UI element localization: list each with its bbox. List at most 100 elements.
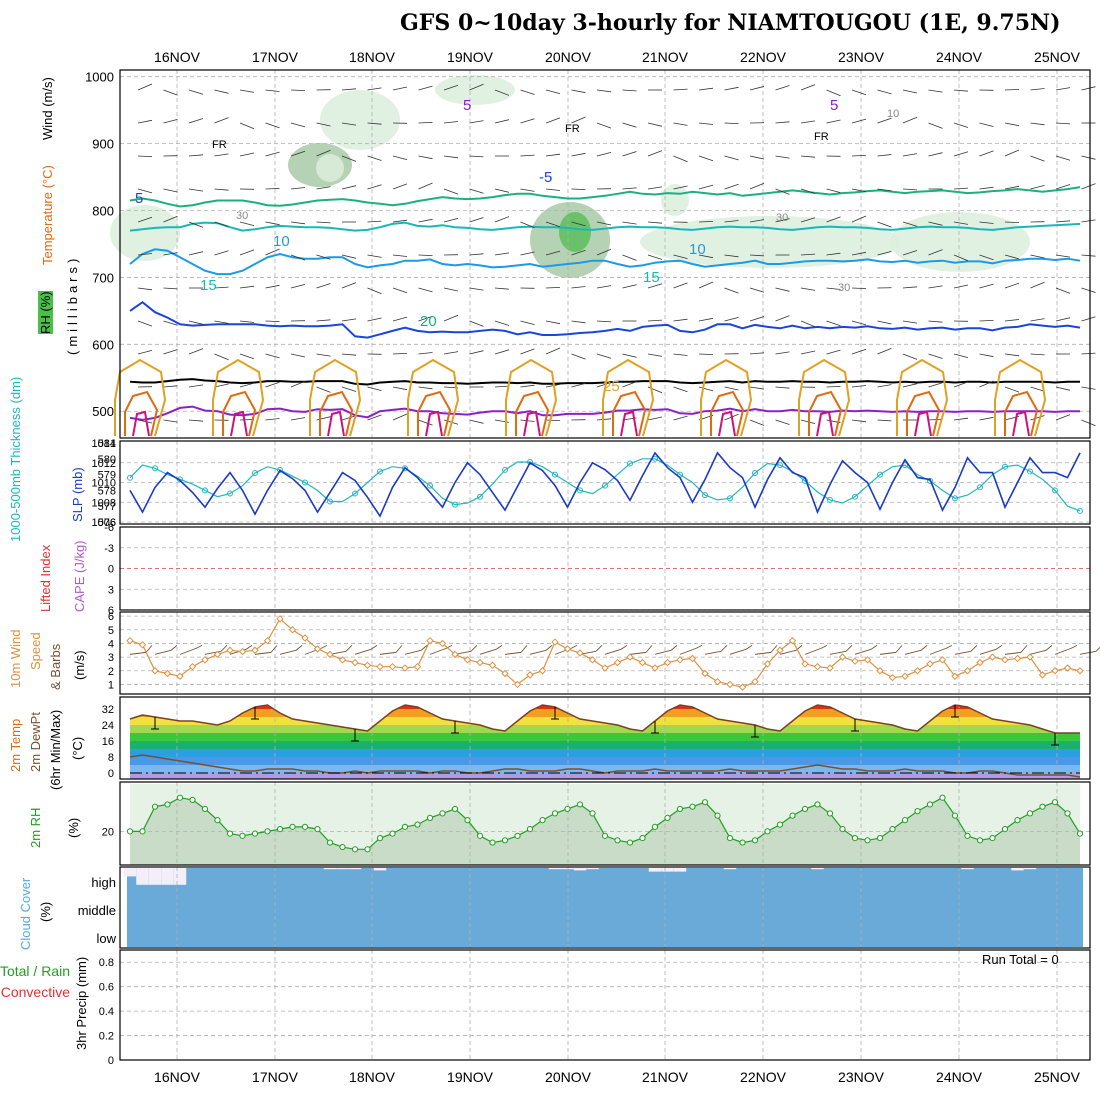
- panel-frames: [119, 69, 1091, 1061]
- thickness-line: [129, 458, 1081, 512]
- wind-barb: [698, 386, 714, 392]
- wind-speed-point: [951, 672, 959, 680]
- panel-frame: [119, 696, 1091, 780]
- wind-barb: [520, 320, 535, 325]
- wind-barb: [494, 287, 510, 290]
- rh-shading: [559, 212, 591, 252]
- wind-barb: [877, 221, 892, 228]
- date-label-bottom: 21NOV: [642, 1069, 689, 1085]
- wind-barb: [290, 417, 306, 421]
- wind-speed-point: [976, 658, 984, 667]
- wind-speed-point: [988, 653, 997, 661]
- temp-contour-10: [129, 248, 1081, 276]
- wind-barb: [622, 353, 637, 358]
- wind-barb: [673, 415, 688, 421]
- wind-barb: [698, 184, 714, 190]
- wind-barb: [647, 186, 663, 190]
- temp-tick: 24: [102, 720, 114, 732]
- wind-speed-point: [801, 660, 809, 668]
- wind10-barb-flag: [1045, 645, 1053, 651]
- wind-barb: [1030, 185, 1045, 190]
- wind-barb: [826, 287, 841, 290]
- cloud-high-bar: [586, 868, 599, 870]
- wind-barb: [953, 221, 969, 225]
- cloud-high-bar: [961, 868, 974, 870]
- wind-barb: [545, 153, 561, 157]
- wind-barb: [163, 287, 178, 290]
- wind10-barb: [504, 651, 522, 655]
- wind10-barb: [629, 651, 647, 655]
- wind-barb: [188, 221, 204, 228]
- wind-barb: [749, 419, 765, 426]
- wind10-barb: [879, 651, 897, 655]
- wind-barb: [367, 414, 382, 421]
- rh2m-point: [376, 834, 384, 842]
- wind-barb: [392, 413, 408, 421]
- rh2m-point: [939, 794, 946, 801]
- rh2m-point: [901, 817, 909, 824]
- wind10-barb: [154, 649, 172, 655]
- wind-barb: [800, 253, 816, 256]
- wind-barb: [214, 153, 229, 157]
- rh2m-point: [801, 805, 809, 813]
- wind-barb: [239, 285, 255, 289]
- wind-barb: [877, 419, 892, 422]
- wind-barb: [698, 87, 714, 91]
- pressure-tick: 900: [92, 137, 114, 152]
- rh2m-point: [926, 801, 934, 808]
- wind-barb: [724, 287, 739, 294]
- wind-barb: [494, 252, 510, 256]
- wind-barb: [928, 122, 943, 129]
- wind-barb: [1030, 122, 1045, 126]
- wind-barb: [877, 188, 892, 192]
- wind10-barb-flag: [495, 644, 503, 650]
- temp-band: [130, 725, 1080, 733]
- wind-barb: [545, 320, 561, 325]
- wind-barb: [418, 386, 433, 390]
- wind-barb: [367, 155, 382, 161]
- wind-speed-point: [663, 658, 672, 667]
- rh2m-point: [664, 814, 671, 821]
- thickness-point: [977, 484, 983, 491]
- wind-barb: [163, 419, 178, 423]
- precip-tick: 0: [108, 1055, 114, 1067]
- wind-barb: [1055, 184, 1071, 190]
- thickness-point: [277, 466, 283, 473]
- contour-label: 30: [776, 212, 788, 224]
- wind-speed-point: [513, 680, 522, 689]
- date-label-bottom: 17NOV: [252, 1069, 299, 1085]
- wind10-barb: [604, 648, 622, 655]
- wind-barb: [188, 384, 204, 388]
- thickness-point: [727, 495, 733, 502]
- wind-speed-point: [226, 646, 234, 654]
- wind-barb: [239, 122, 255, 130]
- wind-barb: [239, 152, 255, 157]
- wind-barb: [418, 315, 433, 322]
- temp-contour-30: [906, 390, 941, 437]
- contour-label: 10: [689, 241, 706, 258]
- cloud-high-bar: [323, 868, 337, 870]
- wind-barb: [877, 117, 892, 124]
- wind-barb: [316, 149, 331, 157]
- cloud-high-bar: [561, 868, 574, 870]
- wind-speed-point: [551, 638, 559, 646]
- dewpoint-label: 2m DewPt: [28, 712, 43, 772]
- wind10-barb-flag: [1095, 646, 1100, 652]
- wind-barb: [392, 155, 408, 160]
- wind10-barb-flag: [320, 644, 328, 649]
- wind-barb: [545, 188, 561, 191]
- wind-barb: [571, 353, 586, 360]
- wind-barb: [494, 349, 510, 355]
- wind-speed-point: [1051, 667, 1059, 675]
- wind-barb: [953, 122, 969, 128]
- panel-frame: [119, 526, 1091, 611]
- wind-barb: [902, 153, 918, 157]
- thickness-point: [227, 490, 233, 497]
- wind-barb: [749, 86, 765, 91]
- wind-barb: [928, 285, 943, 289]
- rh2m-point: [551, 810, 559, 817]
- wind-barb: [520, 348, 535, 355]
- wind-barb: [877, 251, 892, 256]
- rh2m-point: [739, 839, 746, 846]
- thickness-point: [577, 487, 583, 494]
